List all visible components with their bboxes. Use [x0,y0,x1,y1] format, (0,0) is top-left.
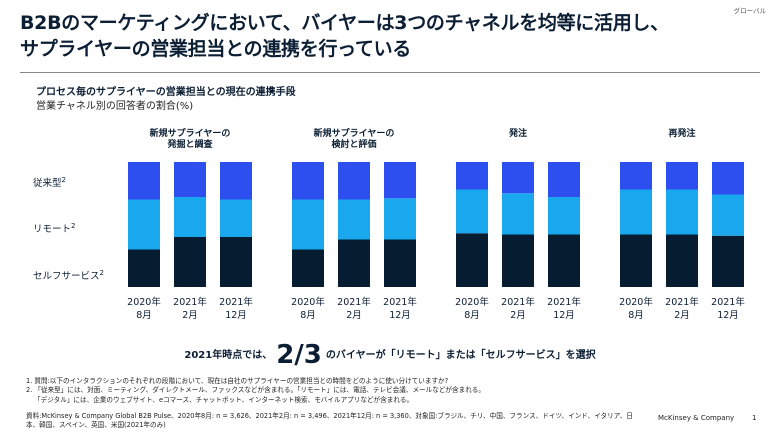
bar-segment-g2-c1-s1 [292,249,324,287]
x-tick-label-year: 2021年 [665,296,699,308]
region-tag: グローバル [733,7,766,15]
x-tick-label-month: 8月 [628,310,644,321]
bar-segment-g2-c2-s3 [338,162,370,200]
x-tick-label-year: 2021年 [337,296,371,308]
chart-title: プロセス毎のサプライヤーの営業担当との現在の連携手段 [36,87,296,98]
bar-segment-g3-c1-s3 [456,162,488,190]
group-title-2: 検討と評価 [331,138,376,150]
headline-line-1: B2Bのマーケティングにおいて、バイヤーは3つのチャネルを均等に活用し、 [20,12,669,34]
source-note: 資料:McKinsey & Company Global B2B Pulse、2… [26,412,633,430]
bar-segment-g2-c1-s2 [292,199,324,250]
bar-segment-g3-c2-s1 [502,234,534,287]
bar-segment-g3-c1-s1 [456,233,488,287]
bar-segment-g4-c3-s1 [712,235,744,287]
x-tick-label-year: 2020年 [455,296,489,308]
bar-segment-g2-c3-s3 [384,162,416,199]
bar-segment-g4-c1-s3 [620,162,652,190]
stacked-bar-chart: 新規サプライヤーの発掘と調査2020年8月2021年2月2021年12月新規サプ… [33,127,745,321]
group-title-3: 発注 [508,127,527,139]
headline-line-2: サプライヤーの営業担当との連携を行っている [20,38,411,60]
bar-segment-g2-c2-s2 [338,199,370,240]
bar-segment-g3-c3-s3 [548,162,580,197]
series-label-text: 従来型 [33,177,62,189]
series-label-1: 従来型2 [33,176,66,189]
footnote-marker: 2 [62,176,66,184]
bar-segment-g4-c3-s2 [712,194,744,236]
key-finding-callout: 2021年時点では、 2/3 のバイヤーが「リモート」または「セルフサービス」を選択 [0,340,780,370]
x-tick-label-month: 2月 [346,310,362,321]
bar-segment-g4-c2-s2 [666,189,698,235]
chart-subtitle: 営業チャネル別の回答者の割合(%) [36,101,194,112]
bar-segment-g3-c3-s1 [548,234,580,287]
x-tick-label-year: 2021年 [383,296,417,308]
page-number: 1 [752,414,757,422]
bar-segment-g4-c2-s3 [666,162,698,190]
callout-suffix: のバイヤーが「リモート」または「セルフサービス」を選択 [325,350,596,361]
bar-segment-g3-c1-s2 [456,189,488,234]
footnote-marker: 2 [71,222,75,230]
footnote-marker: 2 [100,269,104,277]
x-tick-label-year: 2021年 [711,296,745,308]
footnotes: 1. 質問:以下のインタラクションのそれぞれの段階において、現在は自社のサプライ… [26,377,646,405]
x-tick-label-month: 12月 [225,310,247,321]
series-label-text: セルフサービス [33,271,100,282]
x-tick-label-month: 12月 [717,310,739,321]
bar-segment-g4-c2-s1 [666,234,698,287]
x-tick-label-month: 8月 [300,310,316,321]
x-tick-label-month: 8月 [464,310,480,321]
group-title-2: 新規サプライヤーの [314,127,395,139]
headline: B2Bのマーケティングにおいて、バイヤーは3つのチャネルを均等に活用し、 サプラ… [20,10,740,62]
title-divider [20,72,760,73]
bar-segment-g1-c2-s2 [174,197,206,237]
x-tick-label-month: 2月 [182,310,198,321]
bar-segment-g4-c1-s1 [620,234,652,287]
footnote-1: 1. 質問:以下のインタラクションのそれぞれの段階において、現在は自社のサプライ… [26,377,449,385]
bar-segment-g4-c3-s3 [712,162,744,195]
bar-segment-g1-c3-s3 [220,162,252,200]
bar-segment-g2-c1-s3 [292,162,324,200]
x-tick-label-year: 2020年 [619,296,653,308]
group-title-1: 発掘と調査 [166,138,213,150]
footnote-2-continued: 「デジタル」には、企業のウェブサイト、eコマース、チャットボット、インターネット… [34,395,414,404]
bar-segment-g1-c1-s2 [128,199,160,250]
x-tick-label-month: 2月 [674,310,690,321]
x-tick-label-month: 12月 [553,310,575,321]
bar-segment-g4-c1-s2 [620,189,652,235]
x-tick-label-month: 2月 [510,310,526,321]
bar-segment-g1-c1-s3 [128,162,160,200]
bar-segment-g1-c3-s2 [220,199,252,237]
group-title-1: 新規サプライヤーの [150,127,231,139]
series-label-3: セルフサービス2 [33,269,104,282]
bar-segment-g2-c2-s1 [338,239,370,287]
bar-segment-g2-c3-s1 [384,239,416,287]
bar-segment-g1-c1-s1 [128,249,160,287]
x-tick-label-year: 2020年 [291,296,325,308]
bar-segment-g1-c2-s1 [174,237,206,287]
x-tick-label-year: 2020年 [127,296,161,308]
x-tick-label-year: 2021年 [501,296,535,308]
series-label-text: リモート [33,224,71,235]
x-tick-label-month: 12月 [389,310,411,321]
bar-segment-g1-c2-s3 [174,162,206,197]
brand-name: McKinsey & Company [658,414,735,422]
series-label-2: リモート2 [33,222,75,235]
bar-segment-g3-c2-s3 [502,162,534,194]
callout-prefix: 2021年時点では、 [184,350,273,361]
bar-segment-g3-c2-s2 [502,193,534,235]
bar-segment-g3-c3-s2 [548,197,580,235]
x-tick-label-year: 2021年 [547,296,581,308]
bar-segment-g2-c3-s2 [384,198,416,240]
x-tick-label-year: 2021年 [173,296,207,308]
callout-highlight: 2/3 [276,340,322,370]
x-tick-label-year: 2021年 [219,296,253,308]
x-tick-label-month: 8月 [136,310,152,321]
bar-segment-g1-c3-s1 [220,237,252,287]
footnote-2: 2. 「従来型」には、対面、ミーティング、ダイレクトメール、ファックスなどが含ま… [26,386,485,395]
group-title-4: 再発注 [668,127,695,139]
